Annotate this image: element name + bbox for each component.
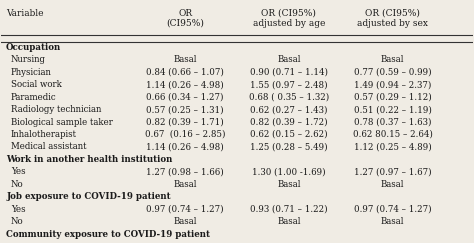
Text: Basal: Basal [381, 217, 404, 226]
Text: 0.84 (0.66 – 1.07): 0.84 (0.66 – 1.07) [146, 68, 224, 77]
Text: Paramedic: Paramedic [11, 93, 56, 102]
Text: 0.67  (0.16 – 2.85): 0.67 (0.16 – 2.85) [145, 130, 226, 139]
Text: 0.62 (0.27 – 1.43): 0.62 (0.27 – 1.43) [250, 105, 328, 114]
Text: Yes: Yes [11, 205, 26, 214]
Text: Basal: Basal [277, 180, 301, 189]
Text: 0.78 (0.37 – 1.63): 0.78 (0.37 – 1.63) [354, 118, 431, 127]
Text: 0.57 (0.29 – 1.12): 0.57 (0.29 – 1.12) [354, 93, 431, 102]
Text: 0.97 (0.74 – 1.27): 0.97 (0.74 – 1.27) [354, 205, 431, 214]
Text: Job exposure to COVID-19 patient: Job exposure to COVID-19 patient [6, 192, 171, 201]
Text: Basal: Basal [277, 217, 301, 226]
Text: 1.30 (1.00 -1.69): 1.30 (1.00 -1.69) [252, 167, 326, 176]
Text: 0.57 (0.25 – 1.31): 0.57 (0.25 – 1.31) [146, 105, 224, 114]
Text: OR (CI95%)
adjusted by age: OR (CI95%) adjusted by age [253, 9, 325, 28]
Text: Variable: Variable [6, 9, 44, 17]
Text: 0.77 (0.59 – 0.99): 0.77 (0.59 – 0.99) [354, 68, 431, 77]
Text: 1.25 (0.28 – 5.49): 1.25 (0.28 – 5.49) [250, 142, 328, 151]
Text: 0.93 (0.71 – 1.22): 0.93 (0.71 – 1.22) [250, 205, 328, 214]
Text: 1.27 (0.97 – 1.67): 1.27 (0.97 – 1.67) [354, 167, 431, 176]
Text: 1.27 (0.98 – 1.66): 1.27 (0.98 – 1.66) [146, 167, 224, 176]
Text: Basal: Basal [173, 180, 197, 189]
Text: Community exposure to COVID-19 patient: Community exposure to COVID-19 patient [6, 230, 210, 239]
Text: 0.97 (0.74 – 1.27): 0.97 (0.74 – 1.27) [146, 205, 224, 214]
Text: 1.49 (0.94 – 2.37): 1.49 (0.94 – 2.37) [354, 80, 431, 89]
Text: 1.14 (0.26 – 4.98): 1.14 (0.26 – 4.98) [146, 80, 224, 89]
Text: 1.14 (0.26 – 4.98): 1.14 (0.26 – 4.98) [146, 142, 224, 151]
Text: 0.66 (0.34 – 1.27): 0.66 (0.34 – 1.27) [146, 93, 224, 102]
Text: Physician: Physician [11, 68, 52, 77]
Text: Inhalotherapist: Inhalotherapist [11, 130, 77, 139]
Text: Biological sample taker: Biological sample taker [11, 118, 113, 127]
Text: 0.62 (0.15 – 2.62): 0.62 (0.15 – 2.62) [250, 130, 328, 139]
Text: 0.62 80.15 – 2.64): 0.62 80.15 – 2.64) [353, 130, 432, 139]
Text: 1.12 (0.25 – 4.89): 1.12 (0.25 – 4.89) [354, 142, 431, 151]
Text: Social work: Social work [11, 80, 62, 89]
Text: Basal: Basal [173, 55, 197, 64]
Text: Basal: Basal [277, 55, 301, 64]
Text: Occupation: Occupation [6, 43, 61, 52]
Text: Nursing: Nursing [11, 55, 46, 64]
Text: 0.82 (0.39 – 1.72): 0.82 (0.39 – 1.72) [250, 118, 328, 127]
Text: Yes: Yes [11, 167, 26, 176]
Text: 0.82 (0.39 – 1.71): 0.82 (0.39 – 1.71) [146, 118, 224, 127]
Text: No: No [11, 217, 23, 226]
Text: Medical assistant: Medical assistant [11, 142, 86, 151]
Text: Radiology technician: Radiology technician [11, 105, 101, 114]
Text: Work in another health institution: Work in another health institution [6, 155, 173, 164]
Text: 0.68 ( 0.35 – 1.32): 0.68 ( 0.35 – 1.32) [249, 93, 329, 102]
Text: 0.51 (0.22 – 1.19): 0.51 (0.22 – 1.19) [354, 105, 431, 114]
Text: Basal: Basal [381, 180, 404, 189]
Text: 0.90 (0.71 – 1.14): 0.90 (0.71 – 1.14) [250, 68, 328, 77]
Text: 1.55 (0.97 – 2.48): 1.55 (0.97 – 2.48) [250, 80, 328, 89]
Text: Basal: Basal [381, 55, 404, 64]
Text: OR
(CI95%): OR (CI95%) [166, 9, 204, 28]
Text: OR (CI95%)
adjusted by sex: OR (CI95%) adjusted by sex [357, 9, 428, 28]
Text: Basal: Basal [173, 217, 197, 226]
Text: No: No [11, 180, 23, 189]
